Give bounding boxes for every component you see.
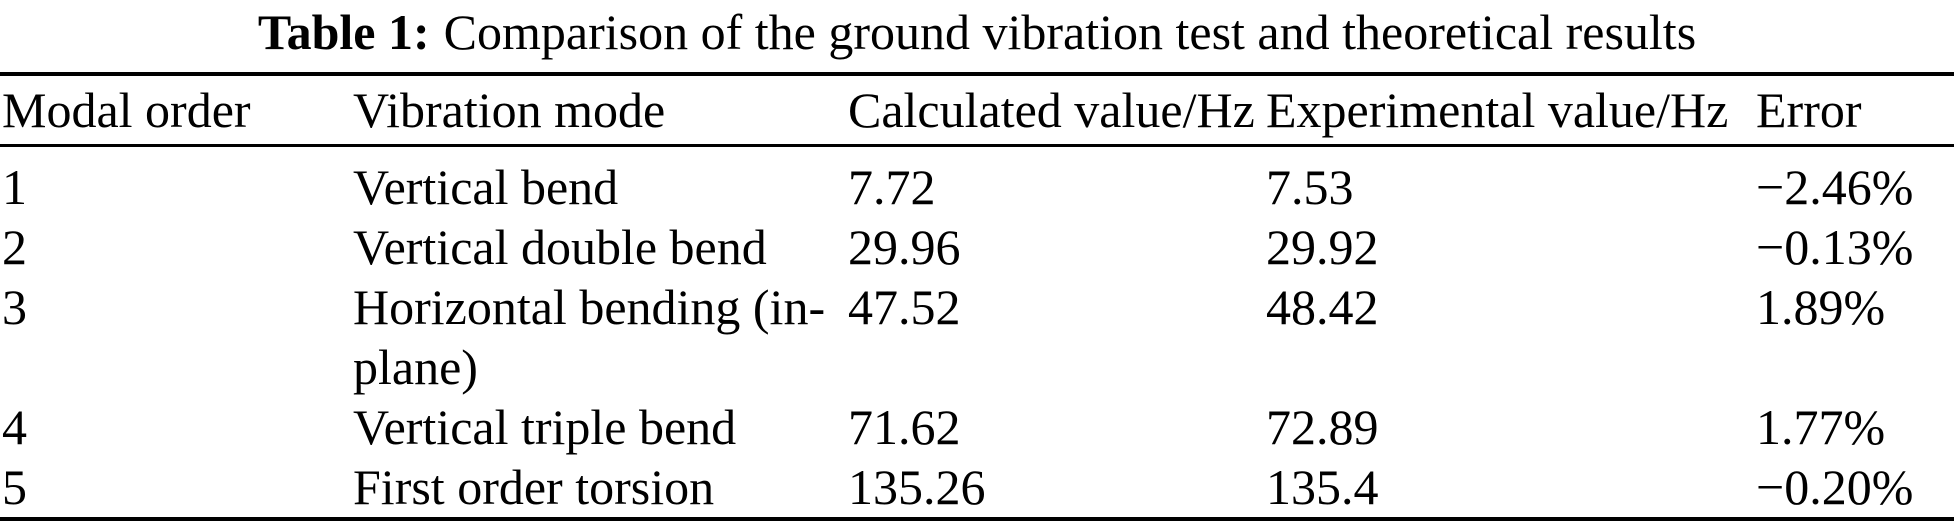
column-header-vibration-mode: Vibration mode [353, 74, 848, 147]
cell-vibration-mode: Horizontal bending (in-plane) [353, 278, 826, 395]
table-row: 3 Horizontal bending (in-plane) 47.52 48… [0, 277, 1954, 397]
table-row: 4 Vertical triple bend 71.62 72.89 1.77% [0, 397, 1954, 457]
cell-experimental-value: 7.53 [1266, 158, 1354, 215]
cell-vibration-mode: Vertical double bend [353, 218, 767, 275]
cell-error: −2.46% [1756, 158, 1914, 215]
cell-experimental-value: 29.92 [1266, 218, 1379, 275]
cell-modal-order: 3 [2, 278, 27, 335]
cell-calculated-value: 7.72 [848, 158, 936, 215]
column-header-experimental-value: Experimental value/Hz [1266, 74, 1756, 147]
column-header-calculated-value: Calculated value/Hz [848, 74, 1266, 147]
column-header-error: Error [1756, 74, 1954, 147]
cell-vibration-mode: First order torsion [353, 458, 715, 515]
table-row: 1 Vertical bend 7.72 7.53 −2.46% [0, 145, 1954, 217]
cell-vibration-mode: Vertical bend [353, 158, 619, 215]
cell-experimental-value: 72.89 [1266, 398, 1379, 455]
cell-modal-order: 4 [2, 398, 27, 455]
cell-experimental-value: 135.4 [1266, 458, 1379, 515]
cell-calculated-value: 29.96 [848, 218, 961, 275]
column-header-modal-order: Modal order [0, 74, 353, 147]
cell-error: −0.13% [1756, 218, 1914, 275]
header-row: Modal order Vibration mode Calculated va… [0, 74, 1954, 147]
cell-error: −0.20% [1756, 458, 1914, 515]
cell-calculated-value: 135.26 [848, 458, 986, 515]
cell-calculated-value: 71.62 [848, 398, 961, 455]
cell-error: 1.77% [1756, 398, 1886, 455]
cell-modal-order: 1 [2, 158, 27, 215]
table-caption-label: Table 1: [257, 4, 430, 60]
results-table: Modal order Vibration mode Calculated va… [0, 72, 1954, 521]
cell-calculated-value: 47.52 [848, 278, 961, 335]
cell-error: 1.89% [1756, 278, 1886, 335]
cell-vibration-mode: Vertical triple bend [353, 398, 737, 455]
table-row: 2 Vertical double bend 29.96 29.92 −0.13… [0, 217, 1954, 277]
cell-modal-order: 5 [2, 458, 27, 515]
cell-experimental-value: 48.42 [1266, 278, 1379, 335]
table-caption-text: Comparison of the ground vibration test … [443, 4, 1697, 60]
table-row: 5 First order torsion 135.26 135.4 −0.20… [0, 457, 1954, 519]
cell-modal-order: 2 [2, 218, 27, 275]
table-caption: Table 1: Comparison of the ground vibrati… [0, 0, 1954, 62]
